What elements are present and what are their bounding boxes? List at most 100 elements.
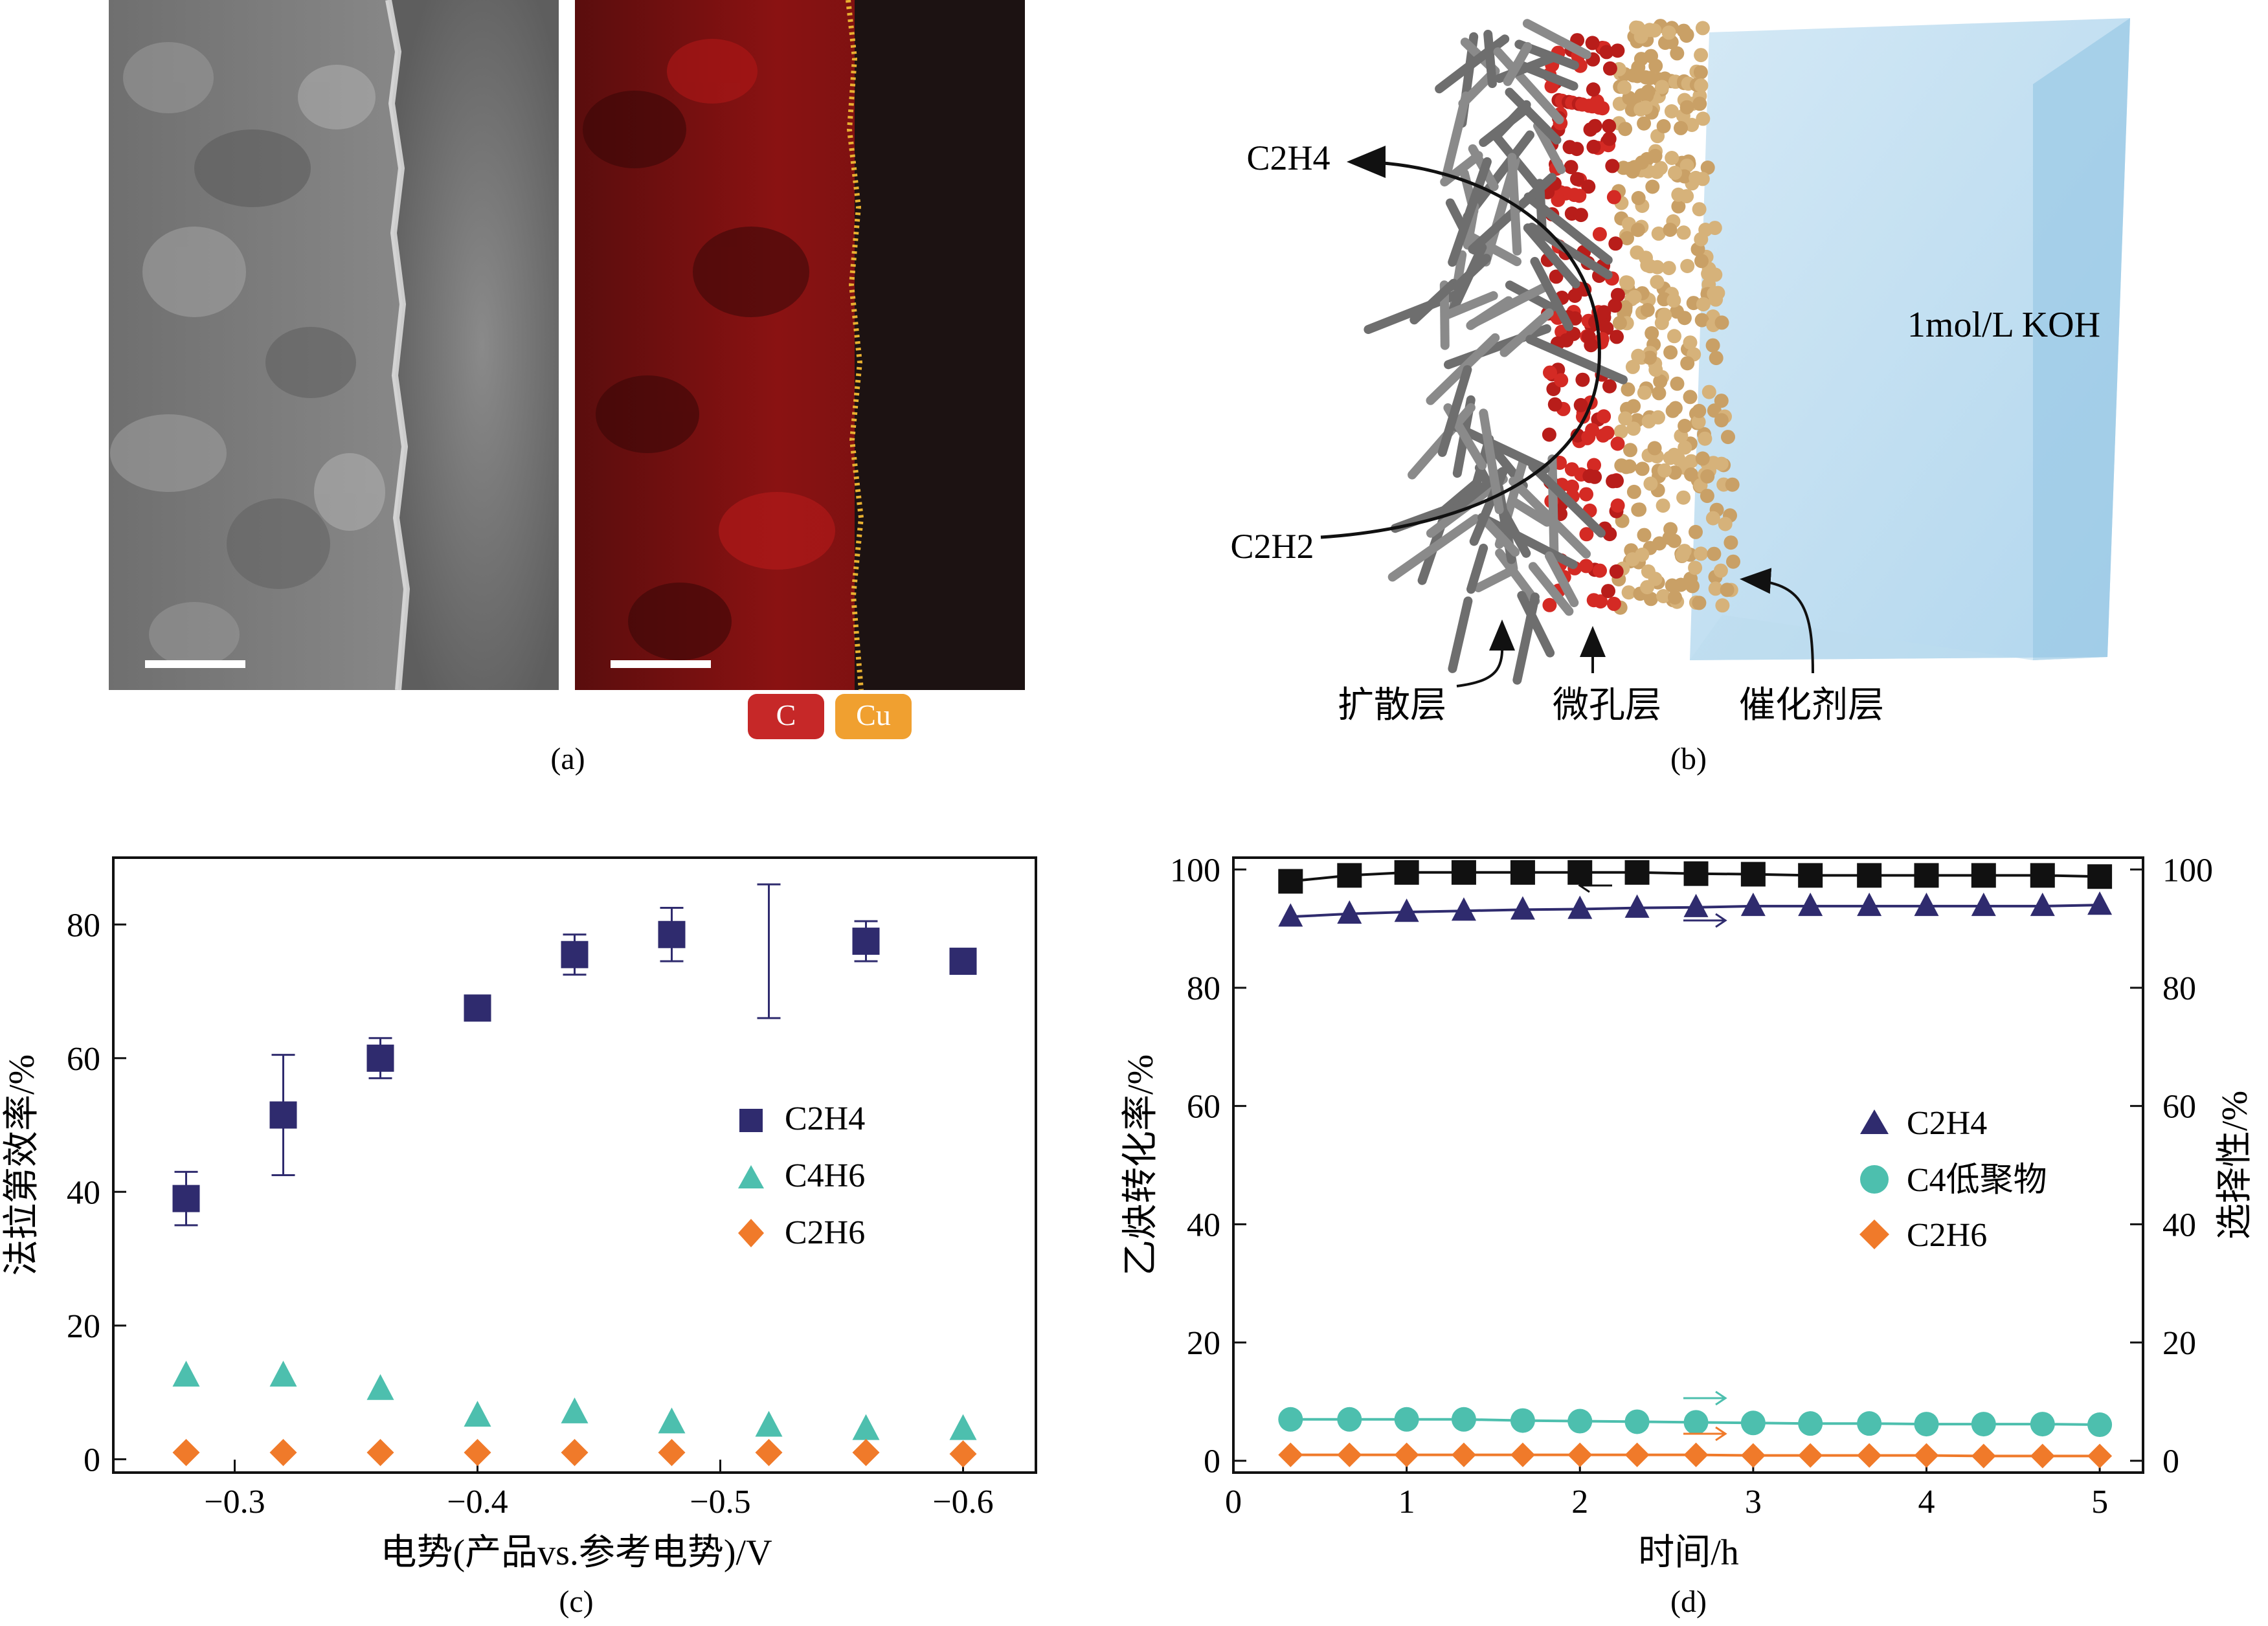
eds-texture <box>583 39 835 660</box>
data-point-c2h4 <box>1337 900 1362 924</box>
data-point-c2h6 <box>1857 1443 1882 1468</box>
sem-texture <box>110 42 385 667</box>
data-point-c4h6 <box>949 1414 977 1440</box>
data-point-c4-oligomer <box>1857 1411 1882 1436</box>
catalyst-particle <box>1655 80 1670 95</box>
catalyst-particle <box>1679 100 1694 115</box>
fiber <box>1387 514 1481 582</box>
panel-a: C Cu (a) <box>109 0 1025 776</box>
catalyst-particle <box>1618 122 1633 137</box>
data-point-c2h4 <box>1567 895 1593 919</box>
catalyst-particle <box>1707 286 1722 301</box>
data-point-c2h6 <box>1914 1443 1939 1468</box>
microporous-particle <box>1610 329 1624 344</box>
catalyst-particle <box>1631 348 1646 363</box>
data-point-c2h4 <box>949 948 977 975</box>
microporous-particle <box>1602 379 1617 394</box>
fiber <box>1535 179 1547 241</box>
catalyst-particle <box>1665 151 1679 165</box>
data-point-c2h4 <box>1740 893 1766 917</box>
catalyst-particle <box>1708 267 1723 282</box>
catalyst-particle <box>1661 261 1676 276</box>
microporous-particle <box>1573 397 1588 412</box>
catalyst-particle <box>1613 424 1628 439</box>
catalyst-particle <box>1622 91 1637 106</box>
microporous-particle <box>1549 269 1564 284</box>
fiber <box>1450 421 1550 474</box>
pointer-diffusion <box>1456 619 1516 687</box>
data-point-c4h6 <box>269 1361 297 1387</box>
microporous-particle <box>1551 192 1566 207</box>
data-point-c4-oligomer <box>1740 1410 1766 1436</box>
catalyst-particle <box>1718 517 1733 531</box>
data-point-c2h6 <box>1337 1442 1362 1467</box>
catalyst-particle <box>1714 394 1729 408</box>
catalyst-particle <box>1707 546 1722 561</box>
data-point-c2h4 <box>1624 894 1650 918</box>
legend-swatch-c <box>748 694 824 739</box>
catalyst-particle <box>1648 58 1663 73</box>
catalyst-particle <box>1667 329 1681 344</box>
catalyst-particle <box>1692 596 1707 610</box>
data-point-c2h6 <box>1624 1442 1650 1467</box>
catalyst-particle <box>1641 564 1656 579</box>
catalyst-particle <box>1634 102 1648 117</box>
catalyst-particle <box>1720 583 1735 597</box>
label-catalyst-layer: 催化剂层 <box>1739 685 1884 726</box>
catalyst-particle <box>1618 300 1633 315</box>
y-tick-label-c: 20 <box>67 1308 100 1345</box>
ylabel-c: 法拉第效率/% <box>2 1054 42 1276</box>
catalyst-particle <box>1612 315 1627 330</box>
y-tick-label-right-d: 0 <box>2162 1443 2179 1480</box>
fiber <box>1435 34 1510 94</box>
catalyst-particle <box>1694 546 1709 561</box>
microporous-particle <box>1569 142 1584 157</box>
data-point-c4-oligomer <box>1798 1411 1823 1436</box>
y-tick-label-left-d: 40 <box>1187 1207 1220 1243</box>
catalyst-particle <box>1652 386 1667 401</box>
catalyst-particle <box>1653 374 1668 389</box>
data-point-c2h6 <box>1394 1442 1419 1467</box>
catalyst-particle <box>1723 535 1738 550</box>
data-point-c2h6 <box>1683 1442 1709 1467</box>
catalyst-particle <box>1694 78 1709 93</box>
legend-marker-d-c2h6 <box>1859 1220 1889 1249</box>
data-point-c2h4 <box>1394 898 1419 922</box>
microporous-particle <box>1606 596 1621 611</box>
legend-label-c-c4h6: C4H6 <box>785 1157 865 1194</box>
data-point-c2h6 <box>852 1439 880 1467</box>
label-outlet: C2H4 <box>1246 139 1330 177</box>
catalyst-particle <box>1661 25 1676 40</box>
data-point-c2h6 <box>561 1439 589 1467</box>
catalyst-particle <box>1626 484 1641 499</box>
catalyst-particle <box>1622 459 1637 474</box>
catalyst-particle <box>1647 441 1662 456</box>
catalyst-particle <box>1674 120 1688 135</box>
y-tick-label-left-d: 60 <box>1187 1089 1220 1126</box>
catalyst-layer <box>1611 19 1740 615</box>
catalyst-particle <box>1679 27 1694 42</box>
legend-marker-c-c2h6 <box>738 1219 764 1247</box>
catalyst-particle <box>1630 223 1645 238</box>
data-point-c2h4 <box>1971 893 1996 917</box>
catalyst-particle <box>1678 419 1692 433</box>
catalyst-particle <box>1708 581 1723 596</box>
fiber <box>1448 157 1492 267</box>
legend-c: C2H4 C4H6 C2H6 <box>738 1100 865 1251</box>
catalyst-particle <box>1725 477 1740 492</box>
catalyst-particle <box>1654 315 1669 330</box>
data-point-c2h4 <box>2087 891 2113 915</box>
catalyst-particle <box>1713 563 1728 578</box>
catalyst-particle <box>1695 451 1710 466</box>
microporous-particle <box>1602 61 1617 76</box>
panel-c: −0.3 −0.4 −0.5 −0.6 0 20 40 60 80 C2H4 C4H6 C2H6… <box>2 856 1037 1619</box>
data-point-conversion <box>1857 863 1882 888</box>
catalyst-particle <box>1639 88 1654 103</box>
label-inlet: C2H2 <box>1230 527 1314 566</box>
catalyst-particle <box>1643 476 1658 491</box>
diffusion-layer <box>1364 19 1628 685</box>
fiber <box>1483 30 1497 88</box>
electrolyte-box <box>1690 18 2130 660</box>
catalyst-particle <box>1631 191 1646 205</box>
fiber <box>1530 256 1573 331</box>
